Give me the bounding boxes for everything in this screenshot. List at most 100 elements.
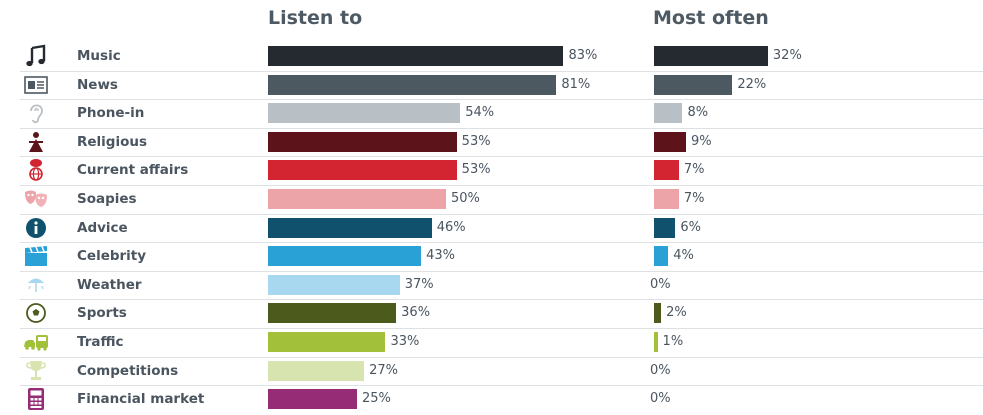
row-divider: [20, 70, 983, 72]
trophy-icon: [23, 359, 49, 383]
row-divider: [20, 356, 983, 358]
chart-row-competitions: Competitions 27% 0%: [0, 356, 983, 385]
value-label-listen-to: 43%: [426, 248, 455, 264]
bar-most-often-sports: [654, 303, 662, 324]
bar-listen-to-religious: [268, 131, 457, 152]
category-label: Soapies: [77, 191, 137, 207]
value-label-listen-to: 33%: [390, 334, 420, 349]
category-label: Competitions: [77, 362, 179, 379]
chart-row-religious: Religious 53% 9%: [0, 127, 983, 156]
religious-figure-icon: [23, 130, 49, 154]
bar-listen-to-weather: [268, 274, 400, 295]
value-label-listen-to: 36%: [401, 305, 431, 321]
category-label: Current affairs: [77, 162, 189, 179]
row-divider: [20, 270, 983, 272]
value-label-listen-to: 81%: [561, 76, 591, 92]
bar-most-often-celebrity: [654, 246, 669, 267]
row-divider: [20, 99, 983, 101]
value-label-listen-to: 50%: [451, 191, 480, 206]
category-label: Phone-in: [77, 105, 145, 122]
category-label: Religious: [77, 133, 148, 150]
chart-row-phone-in: Phone-in 54% 8%: [0, 99, 983, 127]
value-label-most-often: 8%: [687, 105, 709, 121]
bar-most-often-soapies: [654, 189, 679, 209]
category-label: Sports: [77, 305, 127, 322]
value-label-most-often: 6%: [680, 219, 701, 235]
header-most-often: Most often: [653, 7, 769, 29]
chart-row-current-affairs: Current affairs 53% 7%: [0, 156, 983, 184]
bar-listen-to-soapies: [268, 189, 446, 209]
bar-listen-to-celebrity: [268, 246, 422, 267]
row-divider: [20, 242, 983, 244]
value-label-most-often: 0%: [650, 276, 671, 292]
value-label-listen-to: 83%: [568, 48, 598, 63]
value-label-most-often: 22%: [737, 76, 767, 92]
music-note-icon: [23, 44, 49, 68]
category-label: Advice: [77, 219, 128, 236]
value-label-listen-to: 25%: [362, 391, 391, 407]
bar-listen-to-traffic: [268, 332, 386, 352]
soccer-ball-icon: [23, 301, 49, 325]
value-label-listen-to: 37%: [404, 276, 434, 292]
row-divider: [20, 385, 983, 387]
ear-icon: [23, 101, 49, 125]
weather-icon: [23, 273, 49, 297]
bar-most-often-traffic: [654, 332, 658, 352]
chart-row-financial-market: Financial market 25% 0%: [0, 385, 983, 413]
bar-most-often-music: [654, 46, 768, 66]
value-label-most-often: 4%: [673, 248, 694, 264]
row-divider: [20, 213, 983, 215]
chart-row-sports: Sports 36% 2%: [0, 299, 983, 327]
header-listen-to: Listen to: [268, 7, 363, 29]
info-icon: [23, 216, 49, 240]
value-label-most-often: 7%: [683, 191, 705, 206]
car-bus-icon: [23, 330, 49, 354]
value-label-listen-to: 46%: [436, 219, 466, 235]
calculator-icon: [23, 387, 49, 411]
row-divider: [20, 299, 983, 301]
bar-most-often-news: [654, 74, 733, 95]
chart-row-celebrity: Celebrity 43% 4%: [0, 242, 983, 270]
bar-listen-to-financial-market: [268, 389, 357, 410]
bar-most-often-religious: [654, 131, 687, 152]
value-label-most-often: 1%: [662, 334, 684, 349]
value-label-most-often: 7%: [683, 162, 705, 178]
bar-most-often-current-affairs: [654, 160, 679, 181]
globe-speaker-icon: [23, 158, 49, 182]
bar-most-often-advice: [654, 217, 676, 238]
category-label: Celebrity: [77, 248, 147, 265]
value-label-listen-to: 53%: [461, 162, 491, 178]
bar-most-often-phone-in: [654, 103, 683, 124]
row-divider: [20, 127, 983, 129]
category-label: Traffic: [77, 334, 124, 350]
category-label: Weather: [77, 276, 142, 293]
chart-row-weather: Weather 37% 0%: [0, 270, 983, 299]
newspaper-icon: [23, 73, 49, 97]
row-divider: [20, 156, 983, 158]
row-divider: [20, 185, 983, 186]
value-label-most-often: 0%: [650, 391, 671, 407]
bar-listen-to-advice: [268, 217, 432, 238]
bar-listen-to-sports: [268, 303, 397, 324]
category-label: Financial market: [77, 391, 205, 408]
bar-listen-to-current-affairs: [268, 160, 457, 181]
value-label-listen-to: 27%: [369, 362, 399, 378]
theatre-masks-icon: [23, 187, 49, 211]
value-label-most-often: 2%: [666, 305, 687, 321]
category-label: Music: [77, 48, 121, 64]
chart-row-soapies: Soapies 50% 7%: [0, 185, 983, 213]
chart-row-news: News 81% 22%: [0, 70, 983, 99]
value-label-most-often: 32%: [772, 48, 802, 63]
chart-row-advice: Advice 46% 6%: [0, 213, 983, 242]
row-divider: [20, 328, 983, 329]
value-label-most-often: 0%: [650, 362, 671, 378]
bar-listen-to-competitions: [268, 360, 365, 381]
bar-listen-to-phone-in: [268, 103, 461, 124]
bar-listen-to-news: [268, 74, 557, 95]
value-label-listen-to: 54%: [465, 105, 495, 121]
bar-listen-to-music: [268, 46, 564, 66]
value-label-most-often: 9%: [691, 133, 712, 149]
clapperboard-icon: [23, 244, 49, 268]
chart-row-music: Music 83% 32%: [0, 42, 983, 70]
value-label-listen-to: 53%: [461, 133, 491, 149]
